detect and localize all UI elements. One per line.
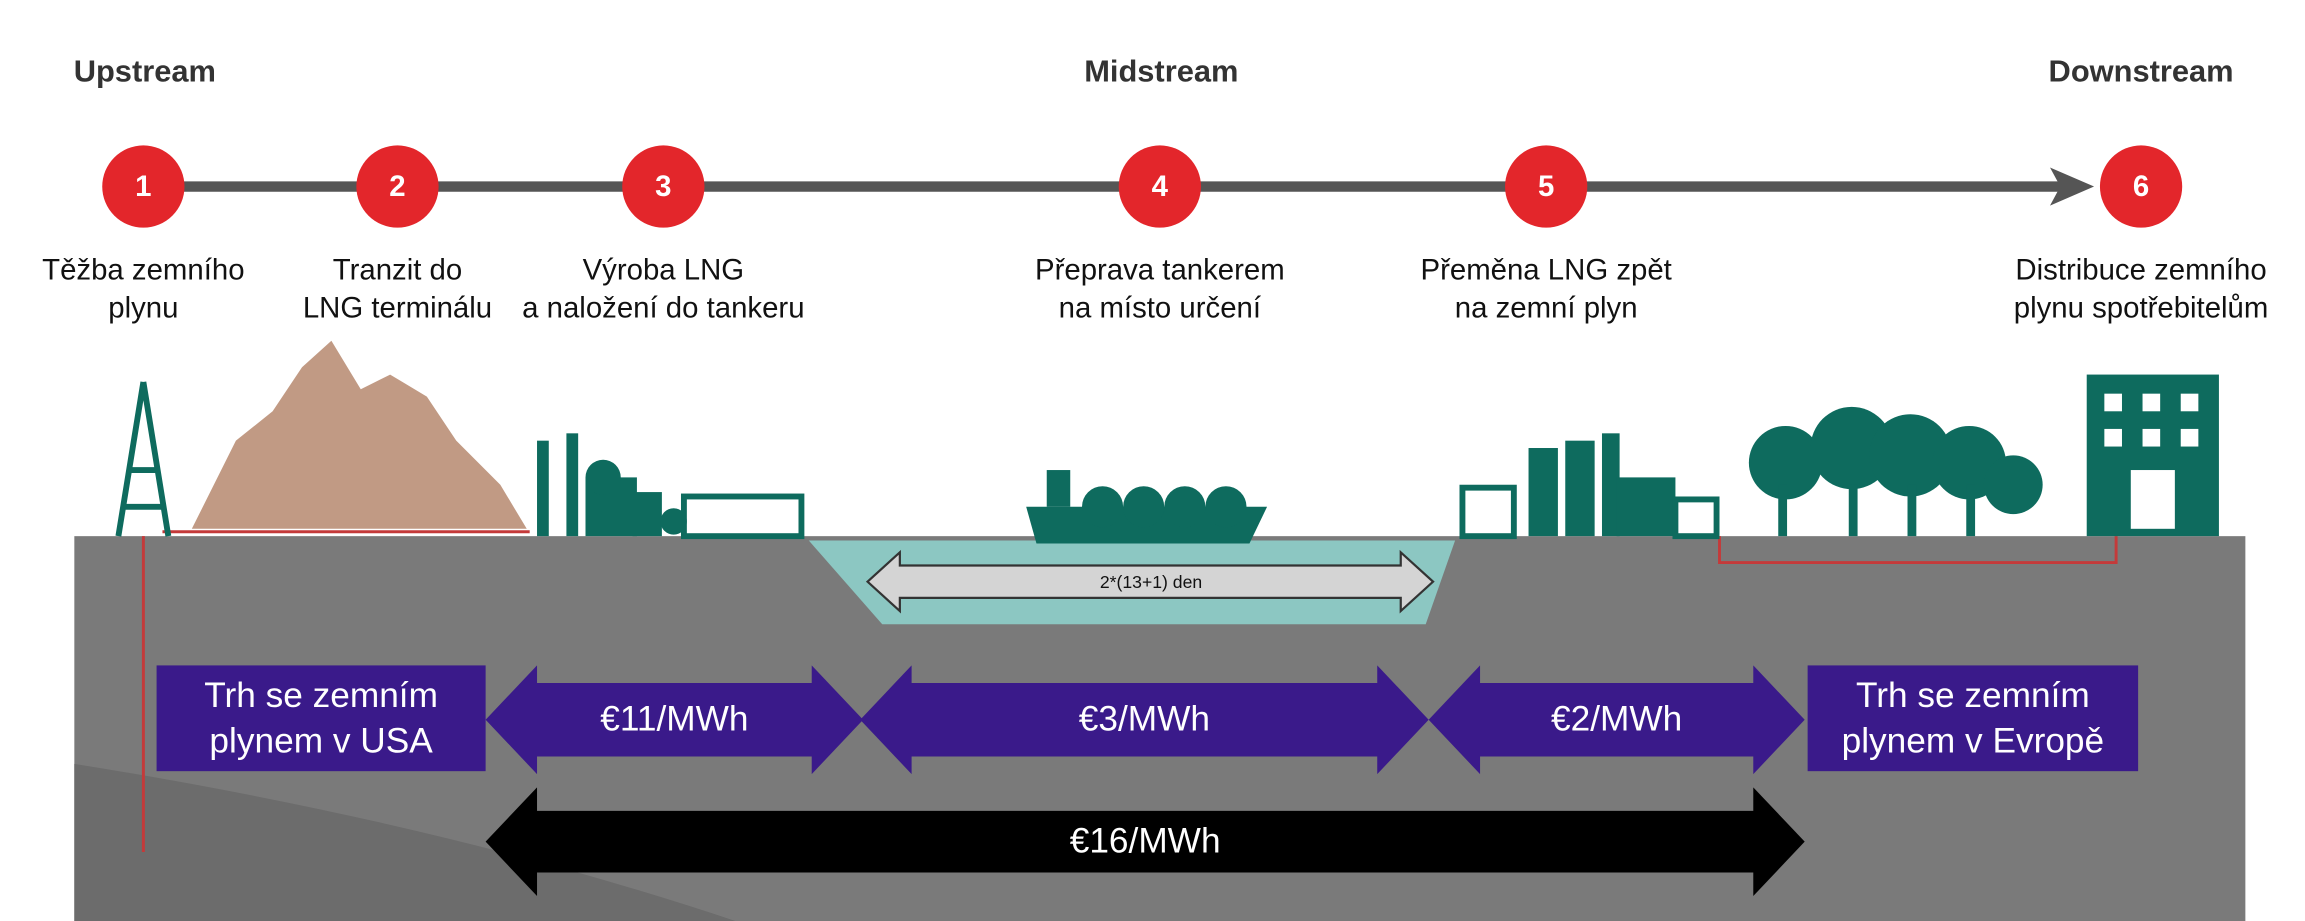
node-caption: Přeprava tankerem xyxy=(1035,254,1285,287)
cost-arrow xyxy=(485,665,864,775)
timeline-arrowhead xyxy=(2049,167,2095,206)
node-caption: LNG terminálu xyxy=(303,292,492,325)
ship xyxy=(1026,470,1268,544)
cost-arrow xyxy=(860,665,1429,775)
stage-label: Midstream xyxy=(1084,54,1238,89)
regas-plant xyxy=(1459,433,1720,540)
cost-arrow xyxy=(1428,665,1805,775)
node-caption: Distribuce zemního xyxy=(2015,254,2266,287)
cost-label: €11/MWh xyxy=(600,700,748,739)
market-label: Trh se zemním xyxy=(204,676,438,715)
market-label: plynem v Evropě xyxy=(1842,722,2105,761)
node-caption: na zemní plyn xyxy=(1455,292,1638,325)
stage-label: Downstream xyxy=(2049,54,2234,89)
node-caption: plynu xyxy=(108,292,178,325)
market-box xyxy=(1807,665,2139,772)
node-number: 3 xyxy=(655,170,671,203)
drill-tower xyxy=(115,381,172,537)
node-number: 6 xyxy=(2133,170,2149,203)
duration-label: 2*(13+1) den xyxy=(1100,572,1202,592)
duration-arrow xyxy=(865,549,1435,614)
cost-label: €2/MWh xyxy=(1551,700,1682,739)
node-caption: plynu spotřebitelům xyxy=(2014,292,2269,325)
pipe xyxy=(1718,536,2118,565)
ground-shade xyxy=(74,763,736,921)
node-caption: Tranzit do xyxy=(333,254,462,287)
stage-label: Upstream xyxy=(74,54,216,89)
node-caption: na místo určení xyxy=(1059,292,1262,325)
market-label: plynem v USA xyxy=(209,722,433,761)
node-circle xyxy=(622,145,705,228)
lng-plant xyxy=(537,433,805,540)
total-cost-label: €16/MWh xyxy=(1070,821,1221,860)
total-cost-arrow xyxy=(485,787,1805,897)
node-circle xyxy=(356,145,439,228)
node-caption: Přeměna LNG zpět xyxy=(1421,254,1672,287)
building xyxy=(2086,374,2219,537)
market-box xyxy=(156,665,486,772)
node-circle xyxy=(2099,145,2183,228)
node-number: 1 xyxy=(135,170,151,203)
node-caption: a naložení do tankeru xyxy=(522,292,804,325)
mountain xyxy=(191,340,527,529)
node-circle xyxy=(1118,145,1201,228)
node-number: 4 xyxy=(1152,170,1169,203)
market-label: Trh se zemním xyxy=(1856,676,2090,715)
node-circle xyxy=(1505,145,1588,228)
node-number: 5 xyxy=(1538,170,1554,203)
node-caption: Těžba zemního xyxy=(42,254,244,287)
cost-label: €3/MWh xyxy=(1079,700,1210,739)
node-circle xyxy=(102,145,185,228)
node-caption: Výroba LNG xyxy=(583,254,745,287)
trees xyxy=(1748,406,2043,537)
node-number: 2 xyxy=(389,170,405,203)
